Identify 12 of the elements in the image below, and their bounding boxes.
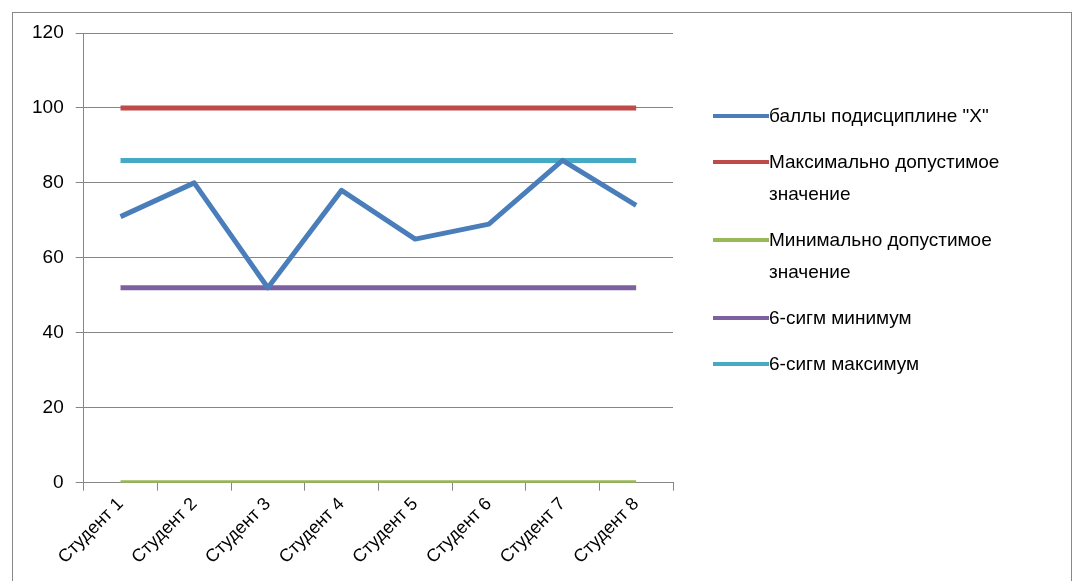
y-tick-label: 20	[42, 395, 64, 417]
legend-label: 6-сигм минимум	[769, 306, 912, 330]
y-tick-label: 0	[53, 470, 64, 492]
legend-label: 6-сигм максимум	[769, 352, 920, 376]
y-tick-label: 80	[42, 171, 64, 193]
legend-label: Максимально допустимое значение	[769, 150, 1001, 206]
y-tick-label: 100	[32, 96, 64, 118]
legend-label: Минимально допустимое значение	[769, 228, 993, 284]
y-tick-label: 40	[42, 321, 64, 342]
y-tick-label: 120	[32, 21, 64, 43]
legend-label: баллы подисциплине "X"	[769, 104, 989, 128]
y-tick-label: 60	[42, 246, 64, 268]
